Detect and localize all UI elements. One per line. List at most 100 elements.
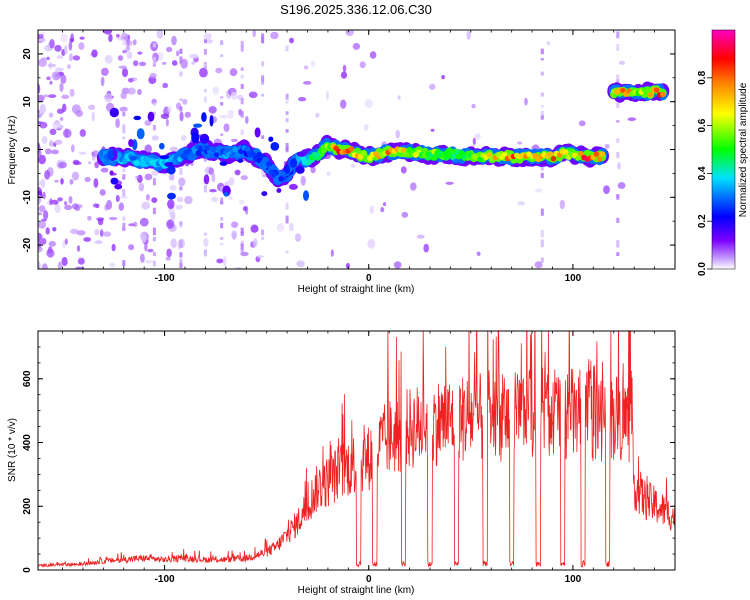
- noise-blob: [47, 94, 57, 98]
- noise-streak: [122, 168, 126, 172]
- noise-blob: [88, 161, 92, 165]
- noise-streak: [152, 111, 156, 116]
- noise-blob: [83, 237, 92, 242]
- noise-blob: [179, 111, 184, 122]
- noise-blob: [345, 30, 354, 37]
- noise-streak: [261, 75, 265, 83]
- noise-blob: [49, 38, 55, 49]
- noise-streak: [240, 227, 244, 234]
- noise-blob: [38, 58, 47, 67]
- noise-streak: [179, 252, 183, 258]
- noise-blob: [145, 194, 150, 201]
- noise-blob: [38, 33, 44, 39]
- noise-streak: [152, 252, 156, 257]
- noise-blob: [476, 251, 481, 257]
- noise-streak: [203, 185, 207, 193]
- noise-blob: [56, 55, 64, 60]
- noise-blob: [160, 113, 170, 120]
- noise-blob: [295, 233, 301, 242]
- noise-blob: [60, 33, 68, 43]
- noise-blob: [423, 243, 430, 253]
- noise-blob: [144, 173, 153, 181]
- noise-streak: [220, 54, 224, 58]
- noise-blob: [144, 259, 153, 264]
- noise-blob: [38, 212, 43, 216]
- ridge-blob: [210, 146, 217, 153]
- noise-blob: [38, 232, 42, 242]
- noise-streak: [152, 260, 156, 267]
- noise-streak: [179, 262, 183, 268]
- noise-blob: [69, 88, 75, 97]
- noise-blob: [168, 173, 175, 181]
- noise-blob: [138, 61, 147, 67]
- noise-streak: [179, 98, 183, 101]
- noise-blob: [367, 238, 376, 249]
- noise-blob: [44, 170, 51, 180]
- noise-streak: [540, 229, 544, 238]
- noise-blob: [228, 177, 235, 186]
- noise-blob: [64, 238, 68, 245]
- ridge-blob: [321, 147, 327, 154]
- noise-blob: [209, 189, 217, 193]
- noise-streak: [179, 56, 183, 64]
- noise-streak: [203, 49, 207, 55]
- ridge-blob: [195, 150, 202, 156]
- noise-streak: [540, 71, 544, 76]
- noise-streak: [240, 111, 244, 118]
- noise-blob: [79, 36, 85, 40]
- noise-blob: [111, 243, 116, 252]
- noise-blob: [140, 233, 147, 243]
- noise-streak: [285, 118, 289, 123]
- noise-blob: [64, 128, 69, 138]
- noise-blob: [151, 135, 159, 141]
- noise-blob: [211, 196, 219, 203]
- ridge-scatter: [107, 149, 115, 160]
- ridge-blob: [265, 161, 272, 167]
- noise-blob: [49, 128, 57, 135]
- y-tick-label: 600: [22, 370, 33, 387]
- noise-blob: [41, 263, 48, 269]
- ridge-blob: [229, 152, 235, 159]
- noise-streak: [152, 237, 156, 242]
- noise-blob: [144, 120, 152, 126]
- noise-blob: [94, 161, 100, 169]
- colorbar-ticks: 0.0 0.2 0.4 0.6 0.8: [697, 70, 712, 276]
- noise-blob: [94, 240, 103, 245]
- noise-streak: [285, 129, 289, 133]
- noise-streak: [540, 114, 544, 120]
- noise-blob: [133, 60, 139, 67]
- noise-streak: [122, 112, 126, 117]
- noise-blob: [369, 51, 377, 59]
- noise-streak: [179, 71, 183, 77]
- noise-blob: [92, 203, 99, 208]
- ridge-scatter: [199, 133, 210, 144]
- noise-streak: [179, 240, 183, 248]
- noise-blob: [38, 38, 47, 42]
- ridge-scatter: [289, 158, 298, 168]
- noise-streak: [122, 260, 126, 267]
- noise-blob: [125, 45, 131, 52]
- noise-blob: [38, 246, 43, 253]
- noise-streak: [220, 40, 224, 45]
- noise-blob: [69, 38, 75, 42]
- ridge-blob: [599, 151, 606, 157]
- noise-streak: [203, 249, 207, 257]
- noise-blob: [94, 229, 100, 236]
- ridge-scatter: [159, 142, 165, 150]
- ridge-scatter: [254, 127, 261, 138]
- noise-blob: [101, 67, 109, 76]
- noise-blob: [64, 201, 68, 206]
- noise-blob: [132, 39, 137, 46]
- ridge-blob: [563, 149, 569, 155]
- noise-blob: [104, 93, 113, 103]
- noise-blob: [119, 106, 128, 112]
- ridge-blob: [180, 153, 186, 160]
- noise-streak: [285, 100, 289, 104]
- noise-blob: [352, 42, 361, 50]
- ridge-blob: [314, 152, 321, 158]
- noise-streak: [616, 44, 620, 51]
- noise-blob: [61, 103, 67, 113]
- noise-streak: [261, 135, 265, 139]
- noise-blob: [49, 80, 53, 85]
- noise-streak: [220, 133, 224, 136]
